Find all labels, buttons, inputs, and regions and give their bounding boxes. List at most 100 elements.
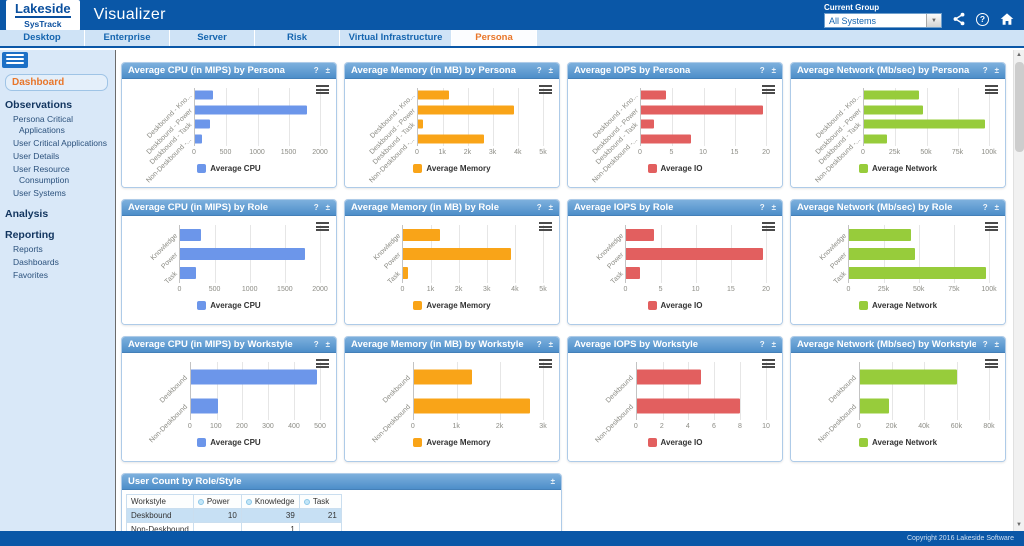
chevron-down-icon[interactable]: ▼ bbox=[926, 13, 941, 27]
sidebar-item-user-details[interactable]: User Details bbox=[13, 151, 60, 162]
panel-help-icon[interactable]: ? bbox=[536, 340, 542, 349]
column-header-power[interactable]: Power bbox=[192, 494, 242, 509]
sidebar-section-title[interactable]: Observations bbox=[5, 99, 73, 111]
sidebar-item-reports[interactable]: Reports bbox=[13, 244, 43, 255]
chart-menu-icon[interactable] bbox=[985, 85, 998, 96]
column-header-workstyle[interactable]: Workstyle bbox=[126, 494, 194, 509]
panel-help-icon[interactable]: ? bbox=[313, 203, 319, 212]
sidebar-item-dashboards[interactable]: Dashboards bbox=[13, 257, 59, 268]
x-tick-label: 10 bbox=[691, 286, 700, 293]
vertical-scrollbar[interactable]: ▲ ▼ bbox=[1013, 50, 1024, 531]
sidebar-section-analysis: Analysis bbox=[5, 208, 115, 220]
chart-menu-icon[interactable] bbox=[539, 85, 552, 96]
panel-help-icon[interactable]: ? bbox=[313, 66, 319, 75]
scroll-up-icon[interactable]: ▲ bbox=[1016, 52, 1022, 58]
panel-collapse-icon[interactable]: ± bbox=[550, 477, 555, 486]
panel-collapse-icon[interactable]: ± bbox=[994, 203, 999, 212]
bar-power bbox=[626, 248, 763, 260]
x-tick-label: 10 bbox=[699, 149, 707, 156]
panel-help-icon[interactable]: ? bbox=[759, 66, 765, 75]
chart-menu-icon[interactable] bbox=[539, 222, 552, 233]
menu-icon[interactable] bbox=[2, 52, 28, 68]
tab-desktop[interactable]: Desktop bbox=[0, 30, 85, 46]
chart-legend[interactable]: Average Memory bbox=[345, 164, 559, 173]
gridline bbox=[662, 362, 664, 420]
table-row-deskbound[interactable]: Deskbound 10 39 21 bbox=[126, 508, 342, 523]
help-icon[interactable]: ? bbox=[975, 12, 990, 27]
scrollbar-thumb[interactable] bbox=[1015, 62, 1024, 152]
panel-header: Average CPU (in MIPS) by Workstyle? ± bbox=[122, 337, 336, 353]
panel-title: Average Memory (in MB) by Workstyle bbox=[351, 339, 524, 350]
panel-collapse-icon[interactable]: ± bbox=[771, 203, 776, 212]
x-tick-label: 1k bbox=[426, 286, 435, 293]
panel-help-icon[interactable]: ? bbox=[313, 340, 319, 349]
sidebar-section-title[interactable]: Analysis bbox=[5, 208, 49, 221]
panel-help-icon[interactable]: ? bbox=[759, 340, 765, 349]
x-tick-label: 0 bbox=[415, 149, 419, 156]
panel-collapse-icon[interactable]: ± bbox=[994, 66, 999, 75]
home-icon[interactable] bbox=[999, 12, 1014, 27]
tab-virtual-infrastructure[interactable]: Virtual Infrastructure bbox=[340, 30, 452, 46]
sidebar-item-user-critical-applications[interactable]: User Critical Applications bbox=[13, 138, 108, 149]
chart-legend[interactable]: Average Memory bbox=[345, 438, 559, 447]
chart-legend[interactable]: Average Memory bbox=[345, 301, 559, 310]
sidebar-item-user-systems[interactable]: User Systems bbox=[13, 188, 66, 199]
legend-swatch bbox=[197, 438, 207, 447]
panel-collapse-icon[interactable]: ± bbox=[325, 203, 330, 212]
chart-legend[interactable]: Average Network bbox=[791, 438, 1005, 447]
chart-menu-icon[interactable] bbox=[985, 222, 998, 233]
panel-help-icon[interactable]: ? bbox=[536, 66, 542, 75]
plot-area: Deskbound - Kno... Deskbound - Power Deskb… bbox=[591, 88, 767, 184]
sidebar-item-persona-critical-applications[interactable]: Persona Critical Applications bbox=[13, 114, 73, 136]
sidebar-item-favorites[interactable]: Favorites bbox=[13, 270, 48, 281]
legend-label: Average Memory bbox=[426, 438, 491, 447]
current-group-value: All Systems bbox=[829, 15, 877, 26]
panel-collapse-icon[interactable]: ± bbox=[325, 340, 330, 349]
tab-persona[interactable]: Persona bbox=[452, 30, 537, 46]
sidebar-item-dashboard[interactable]: Dashboard bbox=[5, 74, 108, 91]
sidebar-section-title[interactable]: Reporting bbox=[5, 229, 55, 242]
panel-collapse-icon[interactable]: ± bbox=[325, 66, 330, 75]
chart-menu-icon[interactable] bbox=[762, 359, 775, 370]
chart-legend[interactable]: Average IO bbox=[568, 301, 782, 310]
panel-collapse-icon[interactable]: ± bbox=[771, 66, 776, 75]
scroll-down-icon[interactable]: ▼ bbox=[1016, 522, 1022, 528]
chart-legend[interactable]: Average CPU bbox=[122, 438, 336, 447]
chart-menu-icon[interactable] bbox=[985, 359, 998, 370]
chart-menu-icon[interactable] bbox=[762, 222, 775, 233]
chart-menu-icon[interactable] bbox=[316, 222, 329, 233]
current-group-dropdown[interactable]: All Systems ▼ bbox=[824, 12, 942, 28]
chart-menu-icon[interactable] bbox=[316, 85, 329, 96]
chart-menu-icon[interactable] bbox=[316, 359, 329, 370]
chart-legend[interactable]: Average CPU bbox=[122, 164, 336, 173]
table-row-non-deskbound[interactable]: Non-Deskbound 1 bbox=[126, 522, 342, 531]
x-axis-labels: 0 500 1000 1500 2000 bbox=[177, 286, 327, 295]
chart-legend[interactable]: Average IO bbox=[568, 438, 782, 447]
panel-collapse-icon[interactable]: ± bbox=[771, 340, 776, 349]
tab-server[interactable]: Server bbox=[170, 30, 255, 46]
column-header-task[interactable]: Task bbox=[298, 494, 342, 509]
panel-help-icon[interactable]: ? bbox=[982, 203, 988, 212]
chart-legend[interactable]: Average Network bbox=[791, 301, 1005, 310]
share-icon[interactable] bbox=[951, 12, 966, 27]
chart-legend[interactable]: Average Network bbox=[791, 164, 1005, 173]
panel-help-icon[interactable]: ? bbox=[982, 340, 988, 349]
legend-swatch bbox=[197, 301, 207, 310]
panel-help-icon[interactable]: ? bbox=[759, 203, 765, 212]
panel-title: Average CPU (in MIPS) by Workstyle bbox=[128, 339, 293, 350]
chart-menu-icon[interactable] bbox=[539, 359, 552, 370]
chart-legend[interactable]: Average CPU bbox=[122, 301, 336, 310]
panel-collapse-icon[interactable]: ± bbox=[994, 340, 999, 349]
tab-risk[interactable]: Risk bbox=[255, 30, 340, 46]
panel-help-icon[interactable]: ? bbox=[982, 66, 988, 75]
sidebar-item-user-resource-consumption[interactable]: User Resource Consumption bbox=[13, 164, 70, 186]
chart-legend[interactable]: Average IO bbox=[568, 164, 782, 173]
tab-enterprise[interactable]: Enterprise bbox=[85, 30, 170, 46]
panel-collapse-icon[interactable]: ± bbox=[548, 340, 553, 349]
column-header-knowledge[interactable]: Knowledge bbox=[240, 494, 300, 509]
panel-collapse-icon[interactable]: ± bbox=[548, 203, 553, 212]
panel-collapse-icon[interactable]: ± bbox=[548, 66, 553, 75]
chart-menu-icon[interactable] bbox=[762, 85, 775, 96]
gridline bbox=[919, 225, 921, 283]
panel-help-icon[interactable]: ? bbox=[536, 203, 542, 212]
